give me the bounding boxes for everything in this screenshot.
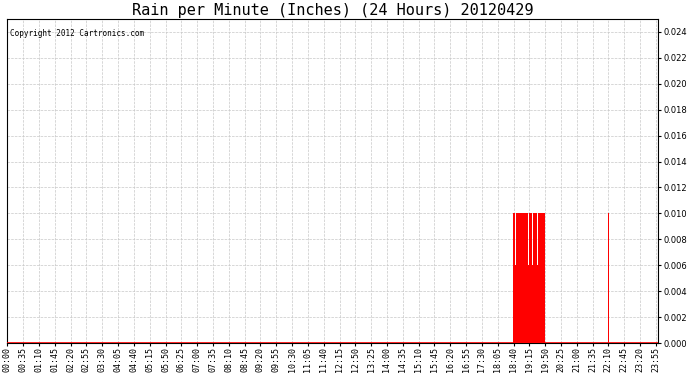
Text: Copyright 2012 Cartronics.com: Copyright 2012 Cartronics.com — [10, 28, 144, 38]
Title: Rain per Minute (Inches) (24 Hours) 20120429: Rain per Minute (Inches) (24 Hours) 2012… — [132, 3, 533, 18]
